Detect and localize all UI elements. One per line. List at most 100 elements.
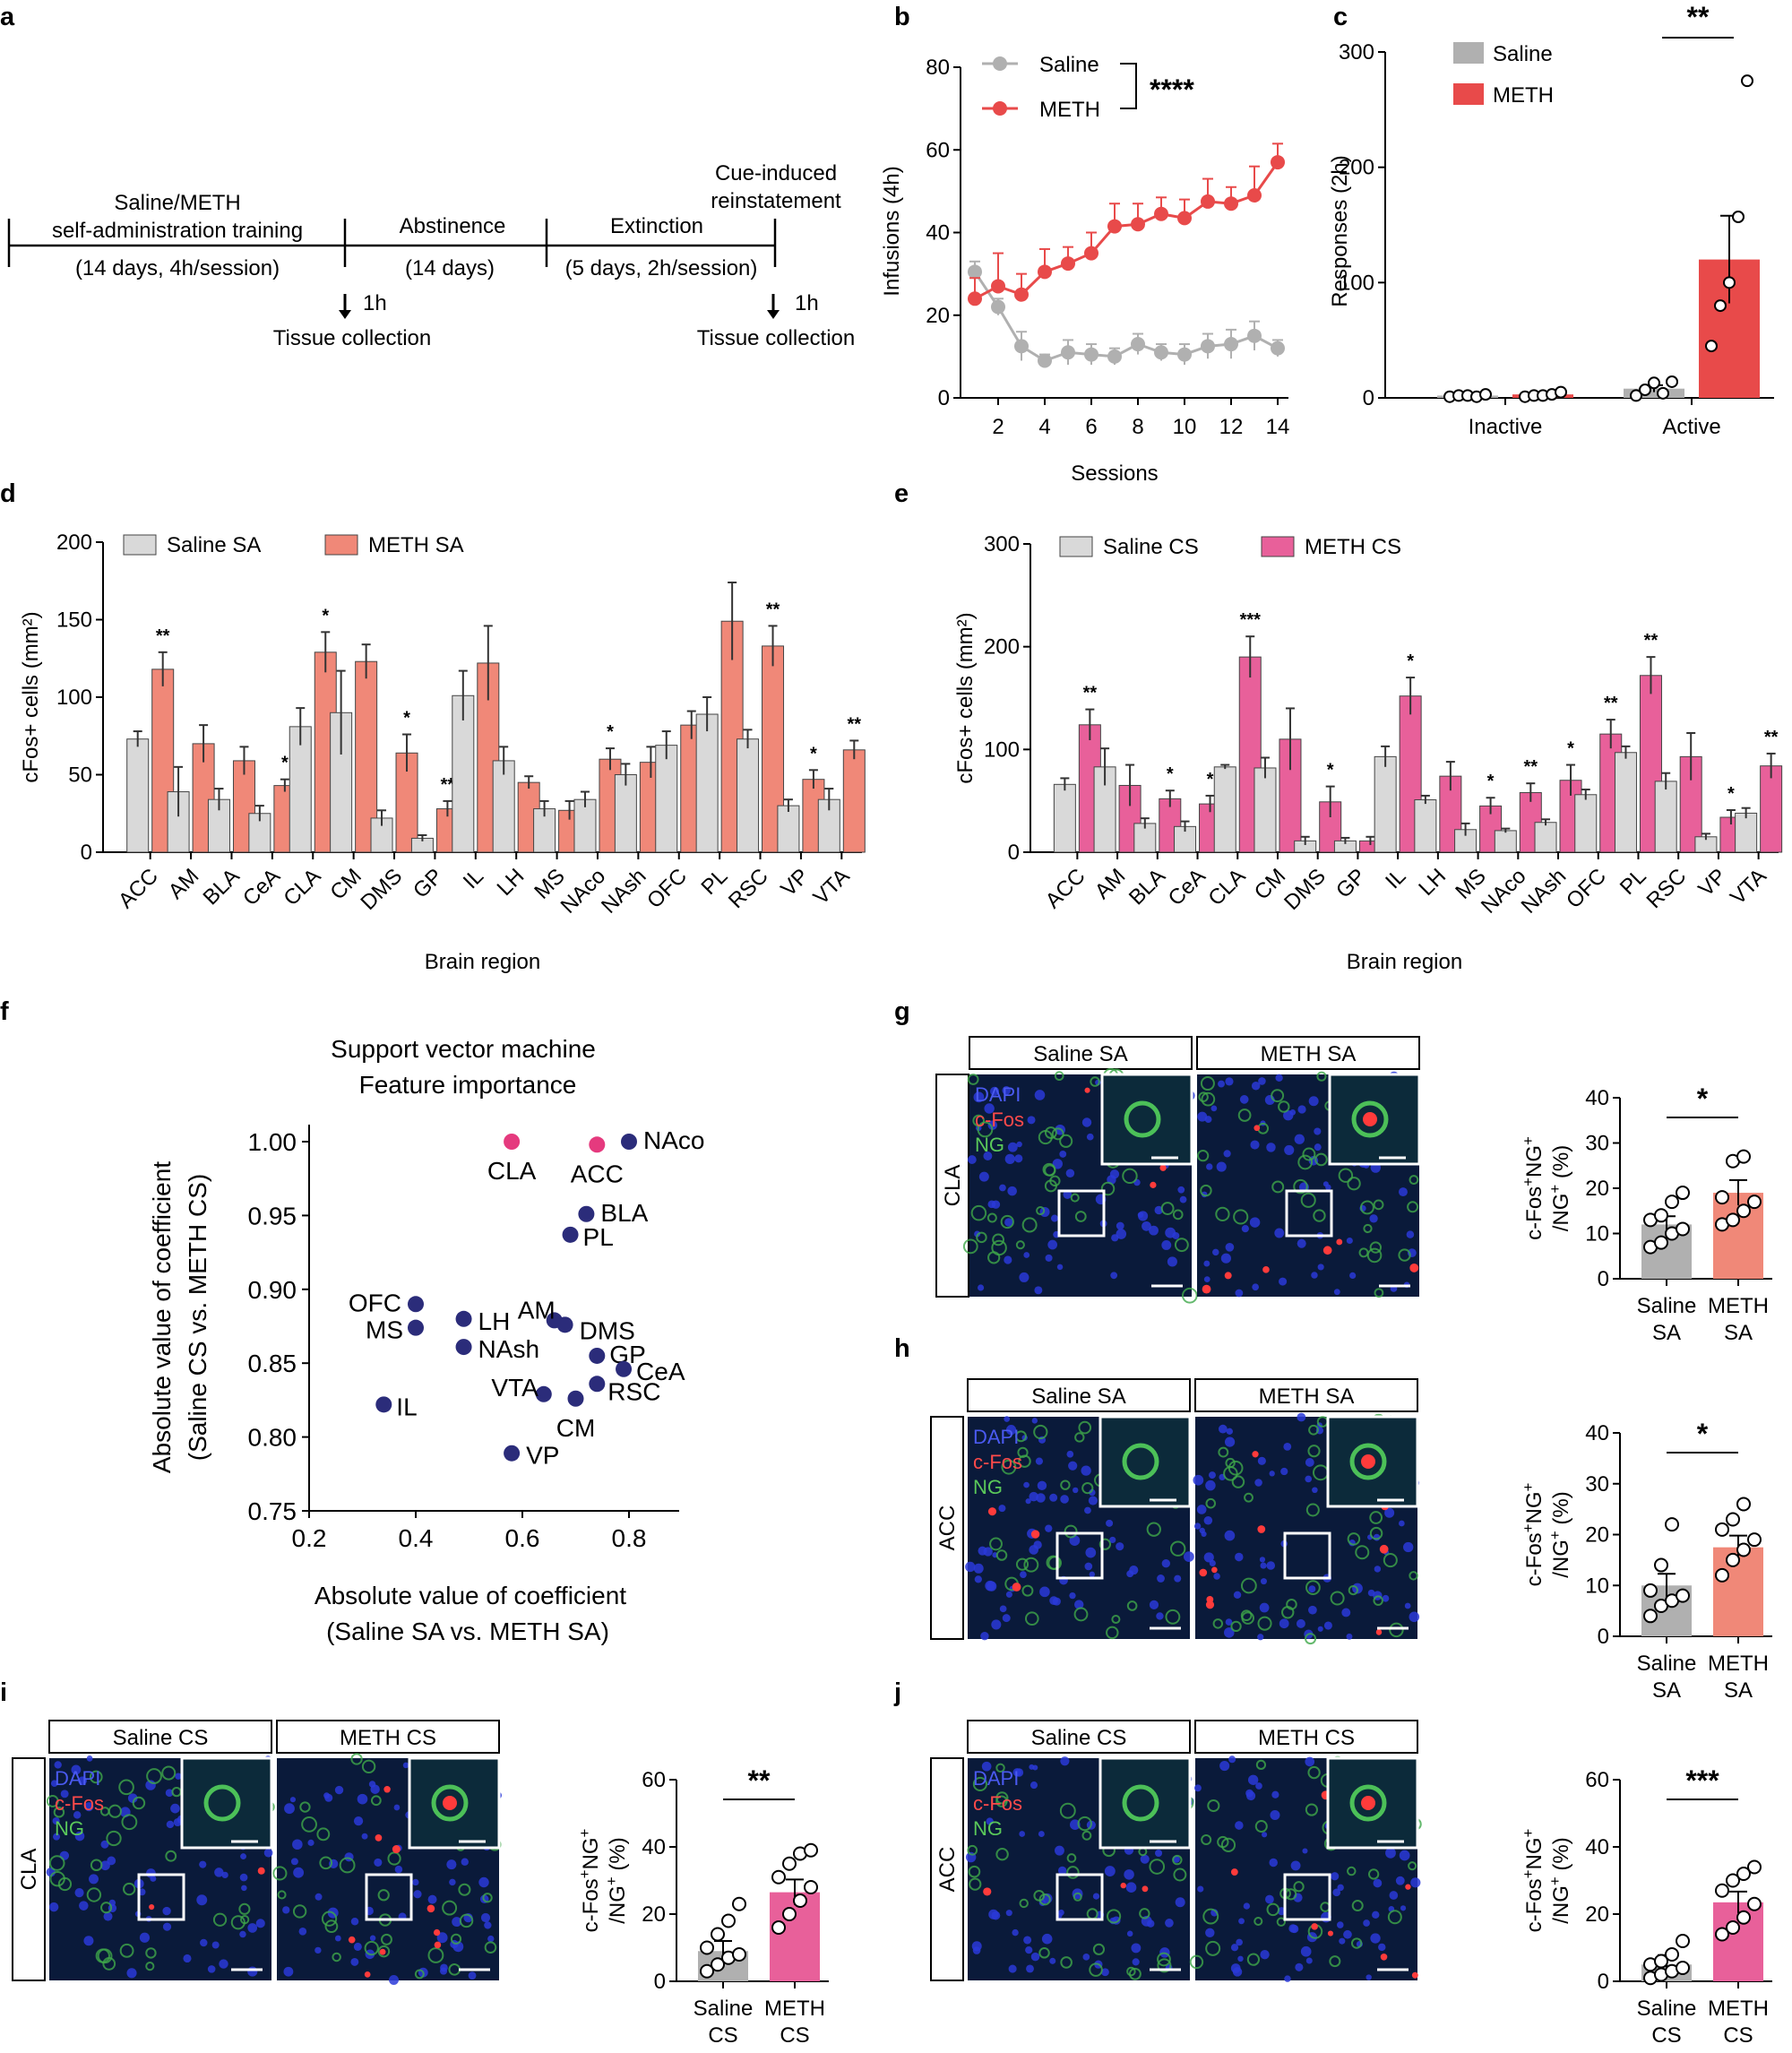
dapi-nucleus: [284, 1803, 295, 1815]
dapi-nucleus: [1223, 1150, 1231, 1158]
label-span: +: [1520, 1177, 1537, 1186]
g-data-point: [1715, 1190, 1729, 1205]
b-x-title: Sessions: [1071, 461, 1158, 486]
micro-roi-box: [1055, 1531, 1104, 1580]
ng-cell: [1254, 1820, 1268, 1833]
c-data-point: [1705, 340, 1718, 353]
j-y-title-2: /NG+ (%): [1546, 1837, 1574, 1923]
h-y-tick-label: 20: [1585, 1523, 1609, 1548]
b-x-tick-label: 14: [1266, 415, 1290, 439]
label-span: c-Fos: [1522, 1878, 1546, 1932]
dapi-nucleus: [1409, 1611, 1420, 1623]
infusions-line-chart: 0 20 40 60 80 2 4 6 8 10 12 14 Sessions Infusions (4h…: [880, 53, 1289, 486]
ng-cell: [1073, 1892, 1082, 1902]
ng-cell: [1107, 1909, 1122, 1924]
dapi-nucleus: [1266, 1561, 1276, 1570]
b-y-tick-label: 60: [926, 138, 950, 162]
b-point-meth: [1131, 217, 1145, 232]
dapi-nucleus: [1035, 1457, 1044, 1465]
f-point-acc: [589, 1136, 606, 1153]
ng-cell: [1051, 1127, 1064, 1141]
dapi-nucleus: [1203, 1260, 1210, 1267]
ng-cell: [1066, 1853, 1077, 1863]
f-title-2: Feature importance: [359, 1071, 577, 1099]
ng-cell: [1015, 1557, 1030, 1571]
f-x-tick-label: 0.4: [399, 1524, 434, 1552]
cfos-cell: [1405, 1884, 1411, 1890]
d-bar-meth: [842, 749, 866, 853]
dapi-nucleus: [1337, 1884, 1344, 1892]
micro-legend-dapi: DAPI: [973, 1426, 1019, 1448]
i-data-point: [782, 1907, 797, 1921]
label-span: /NG: [1549, 1885, 1573, 1924]
ng-cell: [1198, 1091, 1209, 1102]
h-data-point: [1665, 1517, 1679, 1532]
ng-cell: [1036, 1205, 1046, 1216]
dapi-nucleus: [1260, 1949, 1270, 1960]
dapi-nucleus: [1372, 1911, 1380, 1919]
ng-cell: [1387, 1910, 1402, 1925]
cfos-cell: [1380, 1953, 1388, 1961]
b-x-tick-label: 6: [1085, 415, 1097, 439]
f-point-ofc: [408, 1296, 424, 1313]
i-data-point: [711, 1927, 725, 1942]
dapi-nucleus: [1279, 1618, 1289, 1629]
ng-cell: [1347, 1532, 1361, 1546]
ng-cell: [292, 1904, 307, 1919]
ng-cell: [1369, 1241, 1383, 1254]
e-category-label: VTA: [1726, 864, 1771, 910]
h-data-point: [1715, 1567, 1729, 1583]
ng-cell: [482, 1893, 493, 1903]
f-point-label: CeA: [636, 1358, 685, 1385]
dapi-nucleus: [1149, 1600, 1159, 1609]
ng-cell: [1305, 1633, 1317, 1645]
cfos-cell: [348, 1936, 356, 1944]
b-point-saline: [1107, 349, 1122, 364]
dapi-nucleus: [1004, 1218, 1013, 1227]
dapi-nucleus: [985, 1580, 995, 1592]
d-category-label: NAco: [556, 864, 611, 919]
dapi-nucleus: [71, 1764, 82, 1775]
dapi-nucleus: [283, 1966, 294, 1977]
c-data-point: [1555, 385, 1567, 399]
f-y-tick-label: 0.90: [248, 1276, 297, 1304]
micro-legend-ng: NG: [973, 1476, 1003, 1498]
ng-cell: [1001, 1459, 1017, 1475]
ng-cell: [48, 1855, 65, 1871]
ng-cell: [1060, 1956, 1073, 1969]
micro-region-label: ACC: [935, 1505, 960, 1551]
dapi-nucleus: [1346, 1633, 1353, 1640]
j-data-point: [1726, 1873, 1740, 1888]
ng-cell: [995, 1795, 1008, 1807]
c-category-label: Active: [1662, 415, 1720, 439]
j-y-tick-label: 40: [1585, 1835, 1609, 1859]
d-significance-mark: *: [607, 722, 614, 742]
ng-cell: [1200, 1184, 1212, 1197]
e-y-tick-label: 100: [984, 738, 1020, 762]
ng-cell: [46, 1795, 59, 1807]
dapi-nucleus: [446, 1859, 457, 1870]
f-point-gp: [589, 1347, 606, 1364]
i-category-label-2: CS: [708, 2023, 737, 2048]
label-span: c-Fos: [1522, 1186, 1546, 1240]
e-category-label: RSC: [1642, 864, 1692, 913]
f-y-tick-label: 0.95: [248, 1202, 297, 1229]
dapi-nucleus: [1339, 1937, 1346, 1945]
dapi-nucleus: [1065, 1169, 1075, 1178]
b-point-meth: [1084, 246, 1098, 261]
dapi-nucleus: [1311, 1272, 1318, 1279]
micro-roi-box: [1057, 1189, 1106, 1238]
dapi-nucleus: [1004, 1153, 1015, 1165]
c-data-point: [1723, 276, 1736, 289]
f-point-label: AM: [518, 1296, 556, 1324]
dapi-nucleus: [1346, 1237, 1353, 1245]
f-point-label: BLA: [600, 1199, 648, 1227]
dapi-nucleus: [1305, 1457, 1314, 1467]
b-point-meth: [1154, 206, 1168, 221]
dapi-nucleus: [1156, 1612, 1164, 1620]
ng-cell: [145, 1947, 157, 1959]
dapi-nucleus: [1382, 1594, 1390, 1602]
h-data-point: [1726, 1512, 1740, 1527]
ng-cell: [121, 1814, 138, 1831]
d-y-tick-label: 0: [81, 841, 92, 865]
